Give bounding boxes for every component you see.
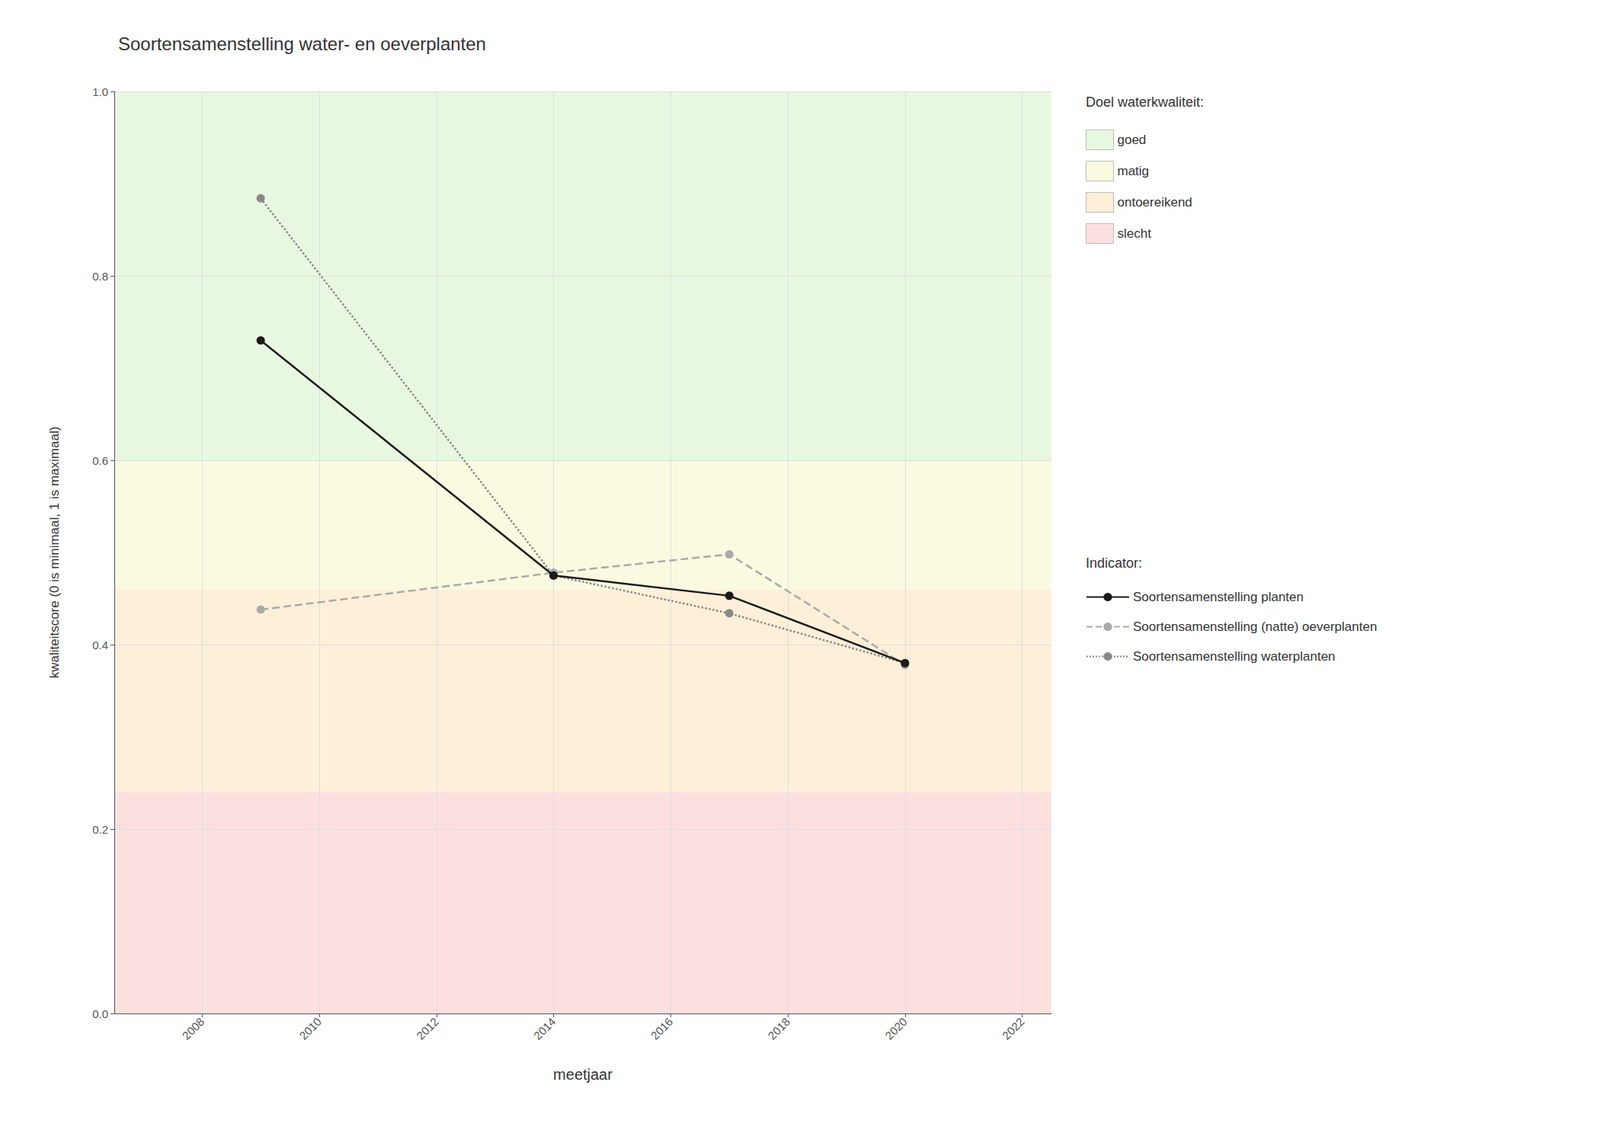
- svg-text:2020: 2020: [882, 1014, 910, 1043]
- svg-text:Soortensamenstelling waterplan: Soortensamenstelling waterplanten: [1132, 649, 1336, 664]
- svg-text:matig: matig: [1117, 163, 1150, 179]
- svg-text:2012: 2012: [413, 1014, 442, 1043]
- svg-text:0.4: 0.4: [92, 638, 109, 652]
- svg-text:0.6: 0.6: [92, 454, 109, 468]
- svg-text:2010: 2010: [296, 1014, 324, 1043]
- svg-text:0.8: 0.8: [92, 269, 109, 283]
- svg-text:meetjaar: meetjaar: [553, 1065, 613, 1083]
- svg-text:goed: goed: [1117, 132, 1147, 148]
- svg-text:0.2: 0.2: [92, 822, 109, 836]
- svg-text:Indicator:: Indicator:: [1085, 555, 1143, 571]
- svg-text:Soortensamenstelling (natte) o: Soortensamenstelling (natte) oeverplante…: [1132, 619, 1377, 634]
- svg-text:Soortensamenstelling water- en: Soortensamenstelling water- en oeverplan…: [118, 33, 487, 55]
- svg-text:Doel waterkwaliteit:: Doel waterkwaliteit:: [1085, 94, 1204, 110]
- svg-text:kwaliteitscore (0 is minimaal,: kwaliteitscore (0 is minimaal, 1 is maxi…: [47, 426, 62, 679]
- svg-text:2008: 2008: [179, 1014, 208, 1043]
- svg-text:2016: 2016: [648, 1014, 676, 1043]
- svg-text:ontoereikend: ontoereikend: [1117, 195, 1193, 210]
- svg-text:1.0: 1.0: [92, 85, 109, 99]
- svg-text:0.0: 0.0: [92, 1007, 109, 1021]
- svg-text:Soortensamenstelling planten: Soortensamenstelling planten: [1132, 589, 1304, 605]
- svg-text:slecht: slecht: [1117, 226, 1152, 241]
- svg-text:2014: 2014: [531, 1014, 559, 1043]
- svg-text:2018: 2018: [764, 1014, 793, 1043]
- svg-text:2022: 2022: [999, 1014, 1028, 1043]
